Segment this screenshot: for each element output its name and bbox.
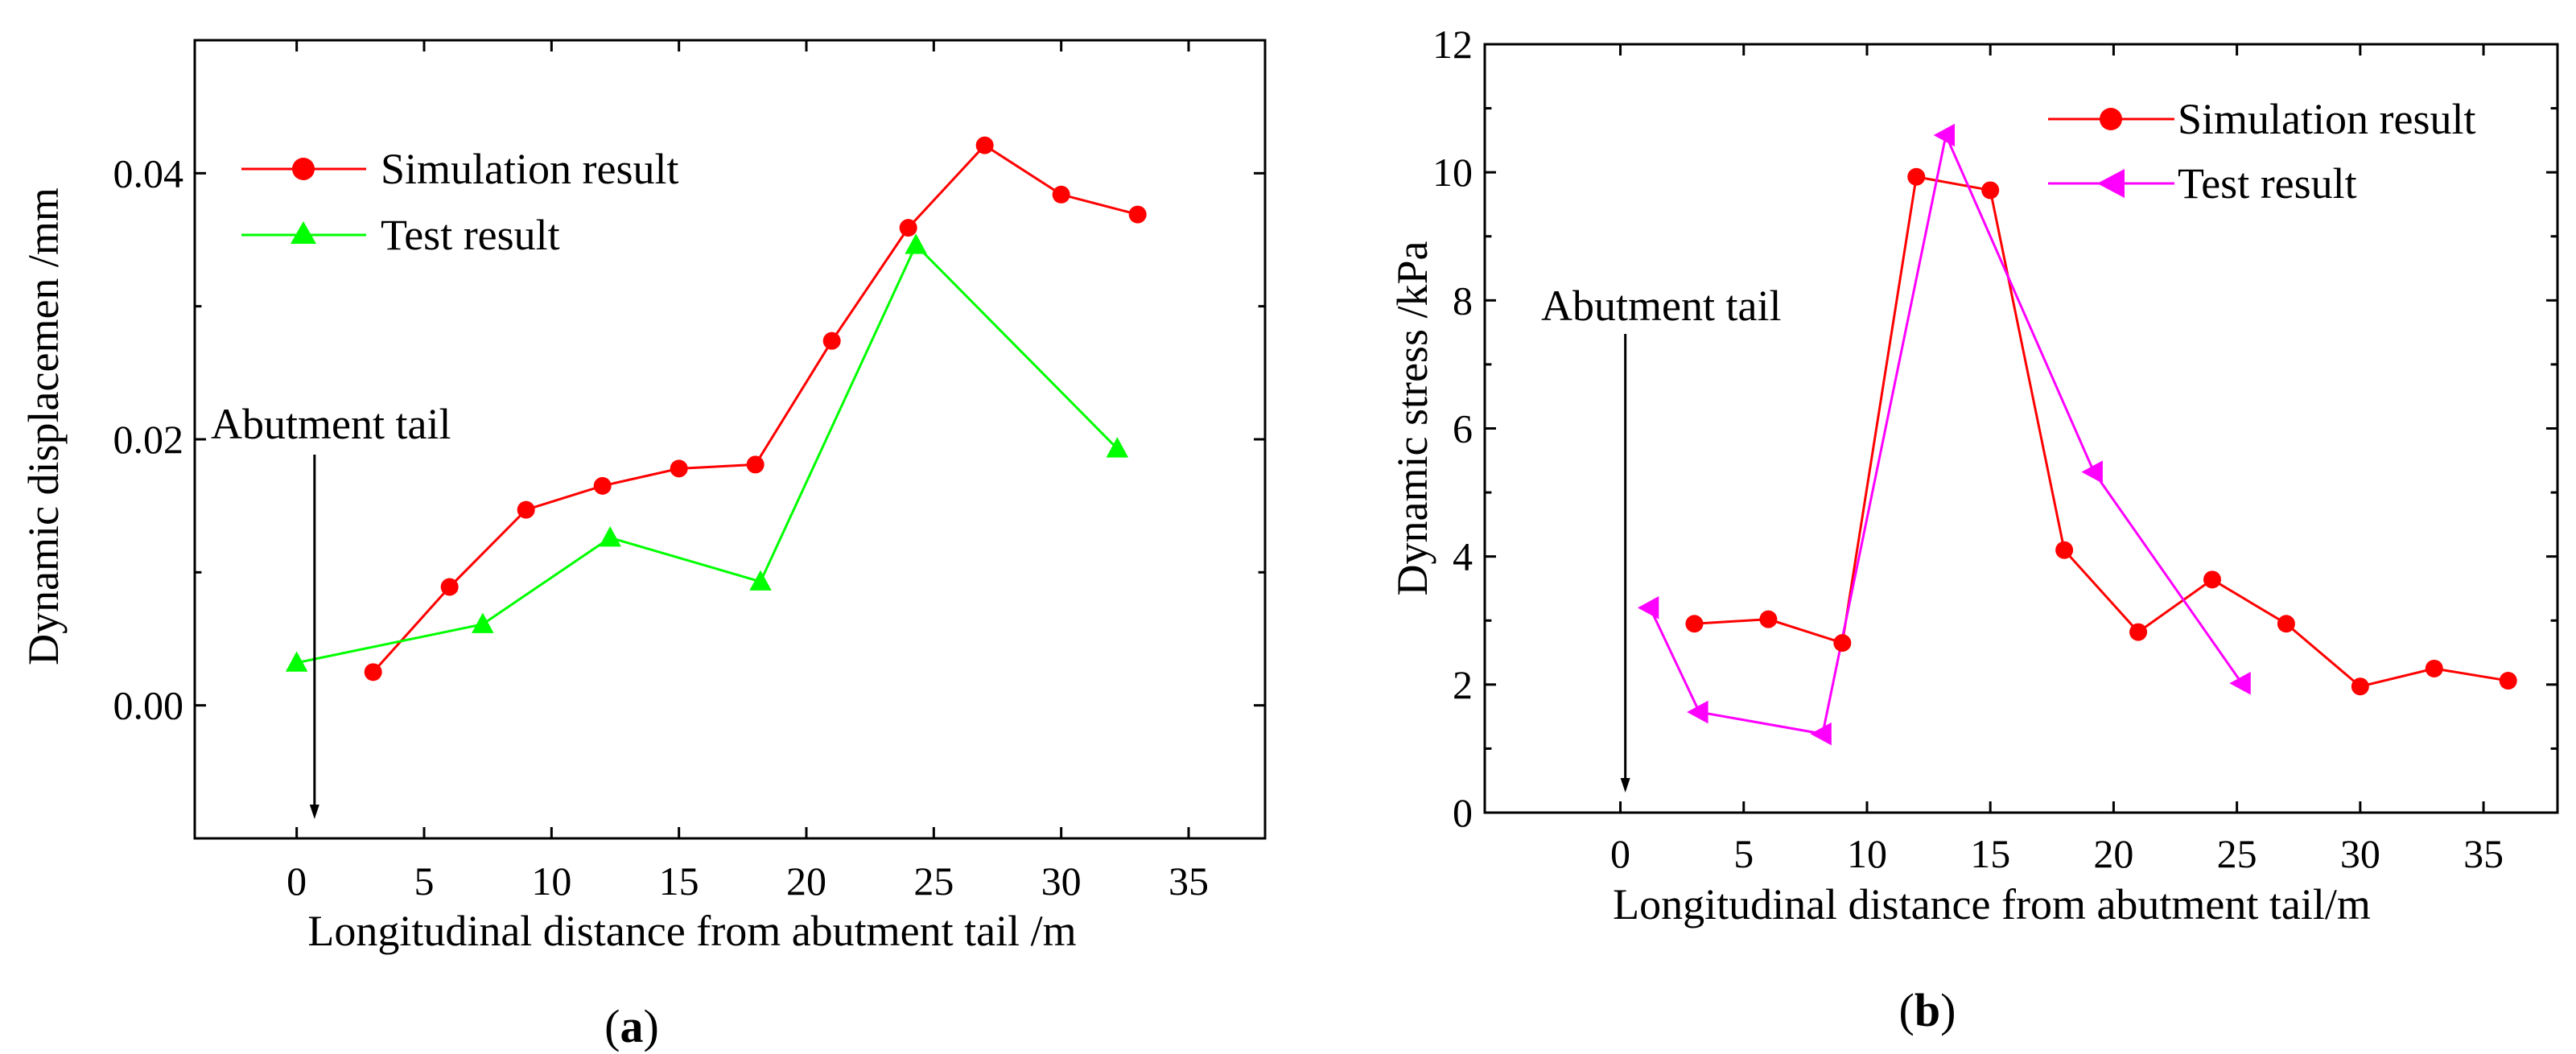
- chart-a-annotation-arrow-head: [309, 805, 319, 819]
- chart-b-simulation-result-point: [2055, 541, 2074, 559]
- chart-a-annotation: Abutment tail: [211, 400, 451, 819]
- chart-a-xlabel: Longitudinal distance from abutment tail…: [307, 907, 1076, 955]
- chart-b-simulation-result-point: [1685, 615, 1704, 633]
- chart-a-legend-simulation-marker: [292, 158, 315, 180]
- chart-a-test-result-point: [285, 651, 308, 672]
- chart-b-annotation-text: Abutment tail: [1541, 282, 1781, 330]
- chart-a-x-tick-label: 5: [414, 858, 435, 904]
- chart-b-xlabel: Longitudinal distance from abutment tail…: [1613, 880, 2371, 928]
- chart-b-legend-simulation-marker: [2100, 108, 2122, 130]
- chart-a-test-result-point: [749, 570, 772, 591]
- chart-b-x-tick-label: 30: [2340, 831, 2380, 876]
- chart-b-panel-letter: b: [1914, 984, 1940, 1036]
- chart-a-panel-label: (a): [604, 1000, 659, 1052]
- chart-a-x-tick-label: 20: [786, 858, 826, 904]
- chart-a-annotation-text: Abutment tail: [211, 400, 451, 448]
- chart-b-x-tick-label: 35: [2463, 831, 2504, 876]
- chart-b-x-tick-label: 10: [1847, 831, 1887, 876]
- chart-a-y-tick-label: 0.04: [113, 150, 184, 196]
- chart-a-test-result-point: [599, 526, 621, 547]
- chart-b-simulation-result-point: [1981, 181, 2000, 200]
- chart-b-test-result-point: [1687, 700, 1708, 724]
- chart-b-y-tick-label: 4: [1453, 534, 1473, 579]
- chart-a-simulation-result-point: [593, 476, 612, 495]
- chart-b-x-tick-label: 15: [1970, 831, 2010, 876]
- chart-a-x-tick-label: 15: [659, 858, 699, 904]
- chart-a-test-result-point: [1106, 437, 1129, 458]
- chart-b-simulation-result-point: [1907, 167, 1926, 186]
- chart-a-test-result-point: [905, 233, 927, 254]
- chart-a-x-tick-label: 25: [913, 858, 954, 904]
- chart-a-x-tick-label: 30: [1041, 858, 1082, 904]
- chart-a-simulation-result-point: [517, 500, 535, 519]
- chart-b-simulation-result-point: [2129, 623, 2148, 641]
- chart-a-test-result-line: [296, 243, 1119, 665]
- chart-b-test-result-line: [1648, 131, 2243, 735]
- chart-b-legend-test-label: Test result: [2178, 159, 2357, 208]
- chart-b-legend: Simulation result Test result: [2048, 95, 2476, 208]
- chart-a-y-tick-label: 0.00: [113, 683, 184, 728]
- chart-b-test-result-point: [2229, 671, 2251, 695]
- chart-a-ylabel: Dynamic displacemen /mm: [19, 187, 68, 665]
- chart-a-simulation-result-point: [1052, 185, 1070, 204]
- chart-a-simulation-result-point: [975, 136, 994, 154]
- chart-a-simulation-result-point: [440, 578, 459, 596]
- chart-b-simulation-result-point: [2425, 659, 2443, 677]
- chart-b-simulation-result-point: [2351, 677, 2369, 696]
- chart-b-x-tick-label: 20: [2093, 831, 2133, 876]
- chart-b-annotation-arrow-head: [1620, 778, 1630, 793]
- chart-b-x-tick-label: 0: [1610, 831, 1630, 876]
- chart-b-legend-test-marker: [2097, 169, 2125, 198]
- chart-a-legend-test-marker: [291, 221, 316, 244]
- chart-b-simulation-result-point: [2277, 615, 2295, 633]
- chart-b-annotation: Abutment tail: [1541, 282, 1781, 793]
- chart-a-panel-letter: a: [620, 1000, 644, 1052]
- chart-a-x-tick-label: 10: [531, 858, 571, 904]
- chart-a-y-tick-label: 0.02: [113, 417, 184, 462]
- chart-b-panel-label: (b): [1899, 984, 1956, 1036]
- chart-a-simulation-result-point: [822, 331, 841, 350]
- chart-a-legend: Simulation result Test result: [241, 145, 679, 259]
- chart-b-plot-frame: [1483, 43, 2559, 814]
- chart-b-test-result-point: [2081, 460, 2103, 484]
- chart-b-test-result-point: [1810, 722, 1832, 746]
- chart-b-y-tick-label: 6: [1453, 406, 1473, 451]
- chart-b-x-tick-label: 25: [2217, 831, 2257, 876]
- chart-b-y-tick-label: 10: [1432, 150, 1473, 195]
- chart-b-simulation-result-point: [2499, 672, 2517, 690]
- chart-b-stress: 0 5 10 15 20 25 30 35 0 2 4 6 8 10 12 Simulation resul…: [1388, 22, 2559, 1036]
- chart-a-simulation-result-point: [670, 459, 688, 478]
- chart-a-test-result-point: [472, 612, 494, 633]
- chart-a-simulation-result-point: [364, 663, 382, 681]
- chart-a-simulation-result-point: [899, 219, 917, 237]
- chart-a-legend-test-label: Test result: [381, 211, 560, 259]
- chart-a-x-tick-label: 0: [286, 858, 307, 904]
- chart-b-ylabel: Dynamic stress /kPa: [1388, 241, 1436, 596]
- chart-b-y-tick-label: 8: [1453, 278, 1473, 323]
- chart-b-legend-simulation-label: Simulation result: [2178, 95, 2476, 143]
- chart-b-x-tick-label: 5: [1733, 831, 1754, 876]
- chart-b-y-tick-label: 2: [1453, 662, 1473, 707]
- chart-a-displacement: 0 5 10 15 20 25 30 35 0.00 0.02 0.04 Simulation re…: [19, 39, 1267, 1052]
- chart-b-y-tick-label: 12: [1432, 22, 1473, 67]
- chart-b-simulation-result-point: [2203, 570, 2221, 589]
- chart-b-y-tick-label: 0: [1453, 790, 1473, 835]
- chart-a-simulation-result-point: [1128, 205, 1147, 224]
- chart-b-simulation-result-point: [1833, 634, 1852, 653]
- chart-a-x-tick-label: 35: [1168, 858, 1209, 904]
- chart-a-simulation-result-point: [746, 455, 765, 474]
- chart-b-simulation-result-line: [1694, 175, 2508, 688]
- chart-b-simulation-result-point: [1759, 610, 1778, 628]
- chart-a-legend-simulation-label: Simulation result: [381, 145, 679, 193]
- chart-b-test-result-point: [1637, 596, 1659, 620]
- chart-b-test-result-point: [1933, 123, 1956, 147]
